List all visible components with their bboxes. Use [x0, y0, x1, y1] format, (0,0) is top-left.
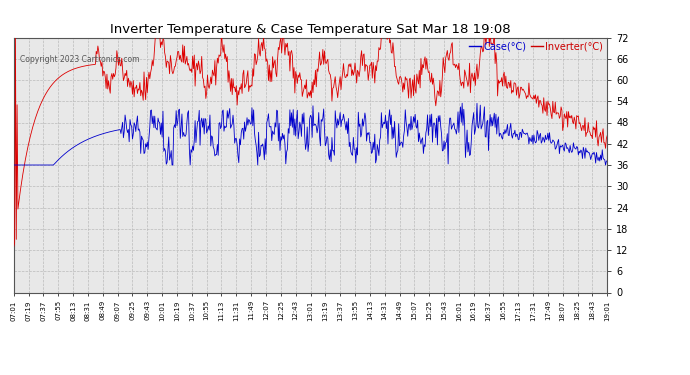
Legend: Case(°C), Inverter(°C): Case(°C), Inverter(°C) [466, 38, 607, 55]
Title: Inverter Temperature & Case Temperature Sat Mar 18 19:08: Inverter Temperature & Case Temperature … [110, 23, 511, 36]
Text: Copyright 2023 Cartronics.com: Copyright 2023 Cartronics.com [20, 56, 139, 64]
